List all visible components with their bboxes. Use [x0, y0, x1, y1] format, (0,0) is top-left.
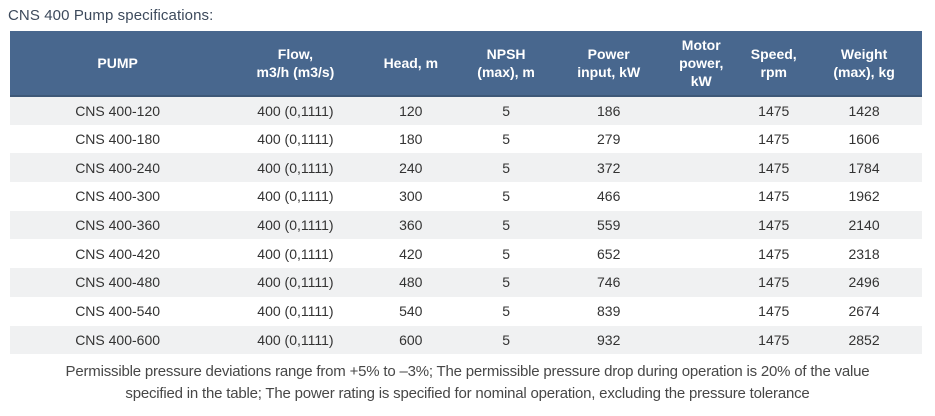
cell-weight: 2140: [848, 217, 880, 234]
pump-spec-table: PUMP Flow, m3/h (m3/s) Head, m NPSH (max…: [10, 31, 922, 355]
col-header-power-input: Power input, kW: [556, 31, 662, 97]
cell-speed: 1475: [758, 102, 790, 119]
cell-power_input: 652: [597, 245, 621, 262]
table-row: CNS 400-540 400 (0,1111) 540 5 839 1475 2674: [10, 296, 922, 326]
table-body: CNS 400-120 400 (0,1111) 120 5 186 1475 1428 CN…: [10, 96, 922, 355]
cell-motor_power: [661, 96, 741, 125]
header-row: PUMP Flow, m3/h (m3/s) Head, m NPSH (max…: [10, 31, 922, 97]
cell-pump: CNS 400-360: [75, 217, 161, 234]
cell-npsh: 5: [502, 331, 510, 348]
cell-pump: CNS 400-540: [75, 303, 161, 320]
table-row: CNS 400-360 400 (0,1111) 360 5 559 1475 2140: [10, 210, 922, 240]
cell-speed: 1475: [758, 303, 790, 320]
cell-head: 600: [399, 331, 423, 348]
table-row: CNS 400-240 400 (0,1111) 240 5 372 1475 1784: [10, 153, 922, 183]
cell-pump: CNS 400-480: [75, 274, 161, 291]
cell-npsh: 5: [502, 245, 510, 262]
table-row: CNS 400-420 400 (0,1111) 420 5 652 1475 2318: [10, 239, 922, 269]
col-header-speed: Speed, rpm: [741, 31, 807, 97]
cell-weight: 1784: [848, 159, 880, 176]
cell-head: 540: [399, 303, 423, 320]
cell-motor_power: [661, 239, 741, 268]
cell-motor_power: [661, 211, 741, 240]
cell-npsh: 5: [502, 159, 510, 176]
cell-npsh: 5: [502, 188, 510, 205]
cell-flow: 400 (0,1111): [257, 131, 334, 148]
col-header-motor-power: Motor power, kW: [661, 31, 742, 97]
cell-pump: CNS 400-600: [75, 331, 161, 348]
cell-speed: 1475: [758, 217, 790, 234]
table-row: CNS 400-600 400 (0,1111) 600 5 932 1475 2852: [10, 325, 922, 355]
cell-motor_power: [661, 153, 741, 182]
footer-note: Permissible pressure deviations range fr…: [10, 361, 925, 405]
table-row: CNS 400-180 400 (0,1111) 180 5 279 1475 1606: [10, 124, 922, 154]
col-header-npsh: NPSH (max), m: [455, 31, 557, 97]
cell-motor_power: [661, 125, 741, 154]
cell-flow: 400 (0,1111): [257, 303, 334, 320]
cell-flow: 400 (0,1111): [257, 217, 334, 234]
cell-weight: 2852: [848, 331, 880, 348]
cell-speed: 1475: [758, 188, 790, 205]
cell-motor_power: [661, 326, 741, 355]
table-row: CNS 400-480 400 (0,1111) 480 5 746 1475 2496: [10, 268, 922, 297]
cell-motor_power: [661, 268, 741, 297]
cell-head: 420: [399, 245, 423, 262]
cell-speed: 1475: [758, 159, 790, 176]
col-header-weight: Weight (max), kg: [806, 31, 922, 97]
cell-weight: 1428: [848, 102, 880, 119]
cell-npsh: 5: [502, 131, 510, 148]
cell-pump: CNS 400-120: [75, 102, 161, 119]
cell-pump: CNS 400-180: [75, 131, 161, 148]
table-row: CNS 400-300 400 (0,1111) 300 5 466 1475 1962: [10, 182, 922, 211]
cell-npsh: 5: [502, 303, 510, 320]
cell-pump: CNS 400-420: [75, 245, 161, 262]
cell-npsh: 5: [502, 102, 510, 119]
footer-line-2: specified in the table; The power rating…: [125, 385, 810, 403]
table-header: PUMP Flow, m3/h (m3/s) Head, m NPSH (max…: [10, 31, 922, 97]
cell-flow: 400 (0,1111): [257, 331, 334, 348]
page-title: CNS 400 Pump specifications:: [8, 7, 214, 24]
cell-power_input: 746: [597, 274, 621, 291]
cell-speed: 1475: [758, 131, 790, 148]
cell-flow: 400 (0,1111): [257, 274, 334, 291]
cell-weight: 2674: [848, 303, 880, 320]
cell-pump: CNS 400-300: [75, 188, 161, 205]
cell-weight: 1606: [848, 131, 880, 148]
cell-speed: 1475: [758, 331, 790, 348]
cell-head: 360: [399, 217, 423, 234]
cell-flow: 400 (0,1111): [257, 245, 334, 262]
cell-power_input: 466: [597, 188, 621, 205]
col-header-flow: Flow, m3/h (m3/s): [225, 31, 366, 97]
page: CNS 400 Pump specifications: PUMP Flow, …: [8, 7, 925, 405]
cell-head: 240: [399, 159, 423, 176]
cell-npsh: 5: [502, 217, 510, 234]
cell-motor_power: [661, 297, 741, 326]
cell-weight: 2318: [848, 245, 880, 262]
cell-power_input: 559: [597, 217, 621, 234]
cell-speed: 1475: [758, 274, 790, 291]
cell-flow: 400 (0,1111): [257, 188, 334, 205]
cell-power_input: 932: [597, 331, 621, 348]
cell-npsh: 5: [502, 274, 510, 291]
cell-head: 480: [399, 274, 423, 291]
cell-weight: 1962: [848, 188, 880, 205]
cell-speed: 1475: [758, 245, 790, 262]
col-header-pump: PUMP: [10, 31, 226, 97]
cell-flow: 400 (0,1111): [257, 102, 334, 119]
table-row: CNS 400-120 400 (0,1111) 120 5 186 1475 1428: [10, 96, 922, 125]
cell-head: 300: [399, 188, 423, 205]
cell-flow: 400 (0,1111): [257, 159, 334, 176]
cell-head: 180: [399, 131, 423, 148]
cell-power_input: 372: [597, 159, 621, 176]
cell-power_input: 186: [597, 102, 621, 119]
cell-motor_power: [661, 182, 741, 211]
footer-line-1: Permissible pressure deviations range fr…: [65, 363, 870, 381]
cell-power_input: 279: [597, 131, 621, 148]
cell-weight: 2496: [848, 274, 880, 291]
cell-pump: CNS 400-240: [75, 159, 161, 176]
cell-power_input: 839: [597, 303, 621, 320]
col-header-head: Head, m: [365, 31, 456, 97]
cell-head: 120: [399, 102, 423, 119]
